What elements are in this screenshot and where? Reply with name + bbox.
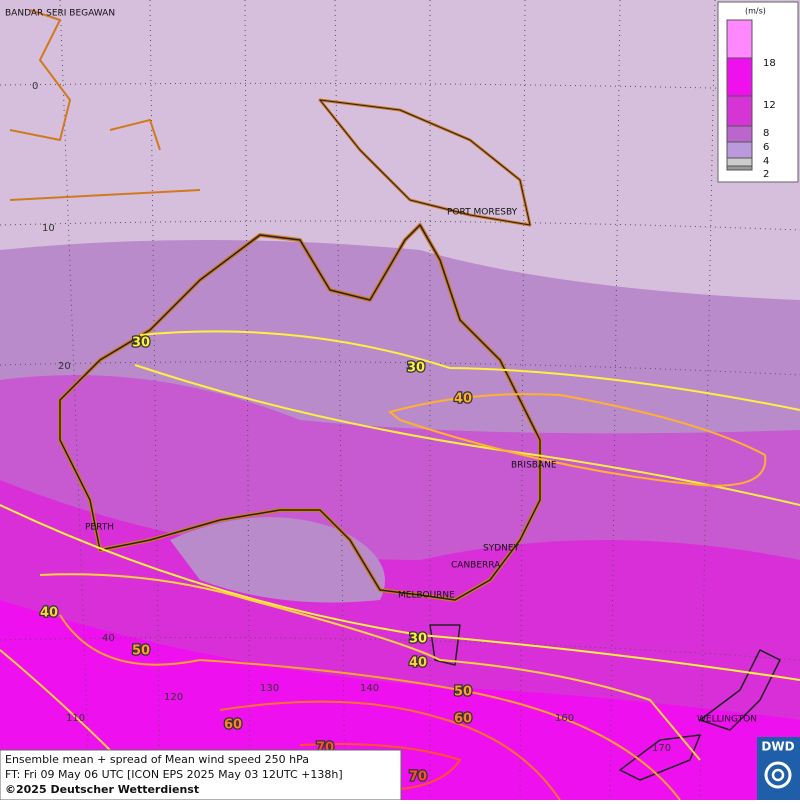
contour-label: 30	[409, 632, 427, 647]
city-label: CANBERRA	[451, 561, 501, 571]
caption-box	[0, 749, 402, 801]
contour-label: 50	[132, 644, 150, 659]
legend-label: 4	[763, 156, 769, 167]
legend-swatch	[726, 141, 753, 159]
legend-label: 6	[763, 142, 769, 153]
legend-label: 12	[763, 100, 776, 111]
legend-swatch	[726, 19, 753, 59]
legend-unit: (m/s)	[745, 7, 766, 16]
grid-labels: 0 10 20 40 110 120 130 140 160 170	[32, 81, 671, 754]
logo: DWD	[757, 737, 800, 800]
caption-line: Ensemble mean + spread of Mean wind spee…	[5, 753, 309, 766]
logo-box	[757, 737, 800, 800]
grid-label: 120	[164, 692, 183, 703]
grid-label: 20	[58, 361, 71, 372]
contour-label: 30	[407, 361, 425, 376]
contour-label: 40	[40, 606, 58, 621]
field-patch	[520, 390, 650, 432]
field-patch	[190, 356, 334, 400]
contour-labels: 30 30 40 40 50 60 70 30 40 50 60 70	[39, 334, 474, 786]
legend-label: 8	[763, 128, 769, 139]
city-label: BANDAR SERI BEGAWAN	[5, 9, 115, 19]
grid-label: 170	[652, 743, 671, 754]
grid-label: 110	[66, 713, 85, 724]
grid-label: 10	[42, 223, 55, 234]
contours	[0, 330, 800, 801]
legend-swatch	[726, 125, 753, 143]
legend-swatch	[726, 57, 753, 97]
caption: Ensemble mean + spread of Mean wind spee…	[0, 749, 402, 801]
logo-text: DWD	[761, 740, 794, 754]
caption-line: FT: Fri 09 May 06 UTC [ICON EPS 2025 May…	[5, 768, 343, 781]
legend-label: 2	[763, 169, 769, 180]
contour-label: 70	[409, 770, 427, 785]
contour-label: 50	[454, 685, 472, 700]
grid-label: 160	[555, 713, 574, 724]
logo-icon	[771, 768, 785, 782]
legend-swatch	[726, 165, 753, 171]
city-label: SYDNEY	[483, 544, 520, 554]
legend-label: 18	[763, 58, 776, 69]
city-labels: BANDAR SERI BEGAWAN PORT MORESBY BRISBAN…	[5, 9, 757, 725]
city-label: PORT MORESBY	[447, 208, 518, 218]
coastlines	[9, 9, 781, 781]
legend-swatch	[726, 157, 753, 167]
city-label: MELBOURNE	[398, 591, 455, 601]
grid-label: 140	[360, 683, 379, 694]
logo-icon	[764, 761, 792, 789]
field-patch	[170, 517, 385, 603]
contour-label: 40	[409, 656, 427, 671]
grid-label: 40	[102, 633, 115, 644]
grid-label: 130	[260, 683, 279, 694]
contour-label: 60	[224, 718, 242, 733]
city-label: WELLINGTON	[697, 715, 757, 725]
contour-label: 30	[132, 336, 150, 351]
city-label: PERTH	[85, 523, 114, 533]
caption-line: ©2025 Deutscher Wetterdienst	[5, 783, 199, 796]
legend-swatch	[726, 95, 753, 127]
contour-label: 40	[454, 392, 472, 407]
grid-label: 0	[32, 81, 38, 92]
city-label: BRISBANE	[511, 461, 557, 471]
legend: (m/s) 18 12 8 6 4 2	[717, 1, 799, 183]
contour-label: 60	[454, 712, 472, 727]
